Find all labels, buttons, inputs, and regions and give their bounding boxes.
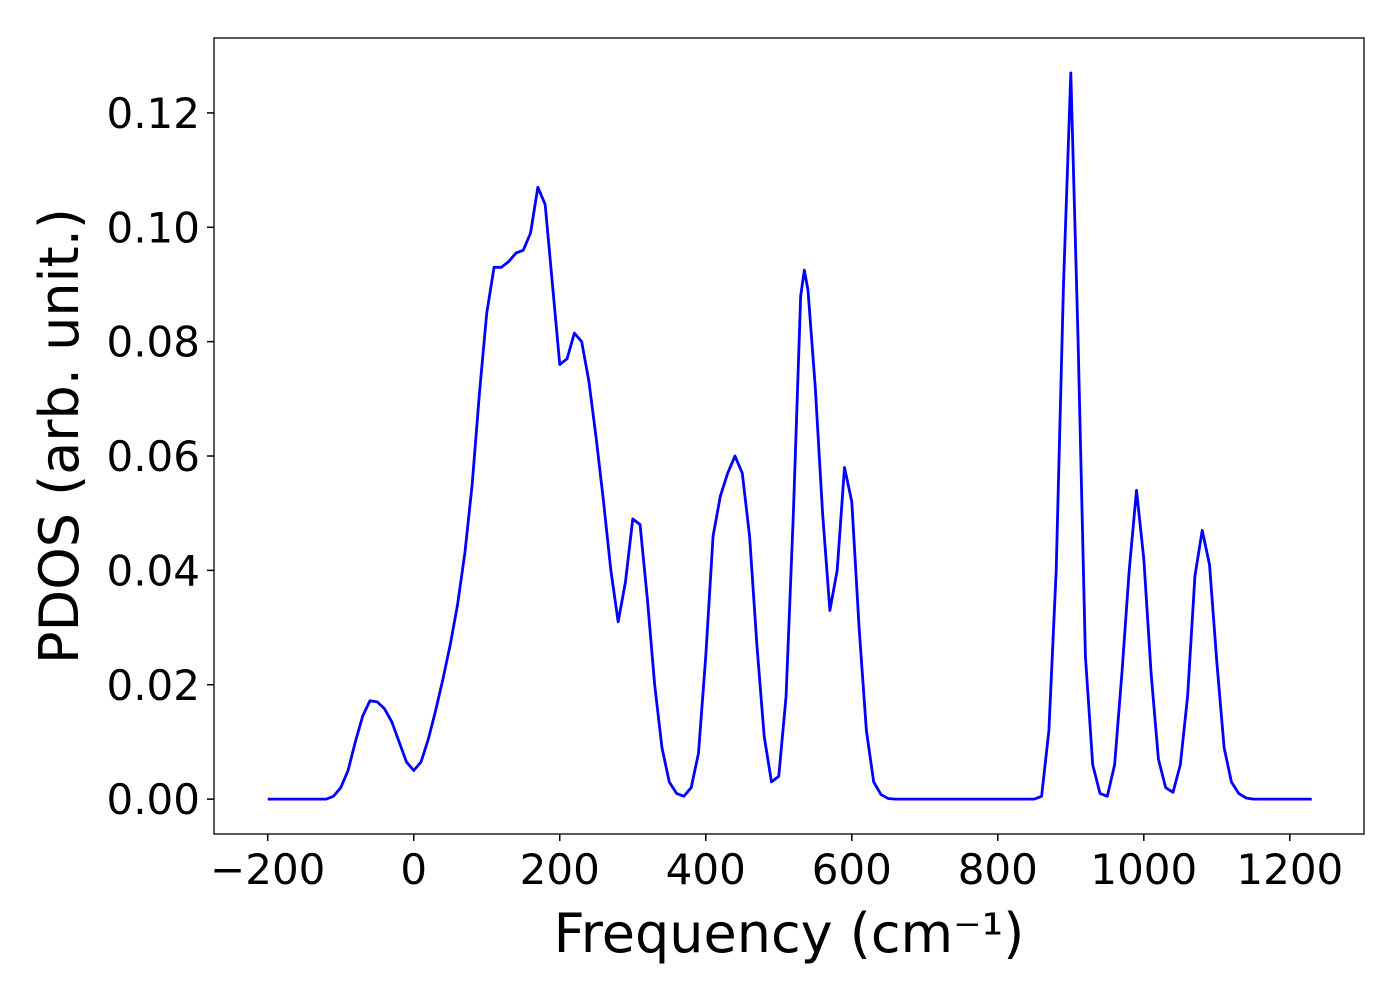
- x-tick-label: 1000: [1090, 845, 1197, 894]
- y-tick-label: 0.10: [106, 203, 200, 252]
- x-tick-label: 800: [958, 845, 1038, 894]
- y-tick-label: 0.00: [106, 775, 200, 824]
- y-tick-label: 0.06: [106, 432, 200, 481]
- x-tick-label: −200: [210, 845, 325, 894]
- x-tick-label: 200: [520, 845, 600, 894]
- x-tick-label: 0: [400, 845, 427, 894]
- x-tick-label: 600: [812, 845, 892, 894]
- data-line: [267, 71, 1312, 801]
- x-tick-label: 1200: [1236, 845, 1343, 894]
- x-tick-label: 400: [666, 845, 746, 894]
- y-tick-label: 0.12: [106, 89, 200, 138]
- y-tick-label: 0.08: [106, 318, 200, 367]
- y-axis-label: PDOS (arb. unit.): [28, 208, 91, 664]
- plot-frame: [213, 37, 1365, 835]
- y-tick-label: 0.02: [106, 661, 200, 710]
- x-axis-label: Frequency (cm⁻¹): [554, 902, 1025, 965]
- y-tick-label: 0.04: [106, 546, 200, 595]
